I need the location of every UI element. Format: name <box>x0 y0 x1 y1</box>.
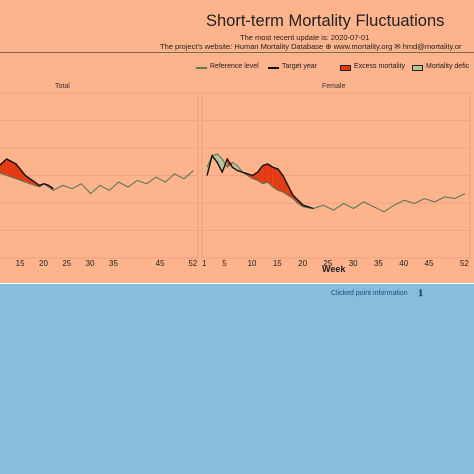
x-axis-label: Week <box>322 264 346 274</box>
x-tick-label: 35 <box>109 259 118 268</box>
excess-area <box>257 165 263 184</box>
mortality-chart[interactable] <box>0 0 474 283</box>
excess-area <box>262 163 268 184</box>
x-tick-label: 45 <box>155 259 165 268</box>
chart-area: Short-term Mortality Fluctuations The mo… <box>0 0 474 283</box>
legend-label-target: Target year <box>282 63 318 70</box>
x-tick-label: 20 <box>39 259 48 268</box>
legend-label-reference: Reference level <box>210 63 259 70</box>
reference-line <box>0 170 194 195</box>
deficit-fill-swatch <box>412 65 423 71</box>
x-tick-label: 20 <box>298 259 308 268</box>
excess-area <box>6 159 17 179</box>
excess-area <box>272 167 278 191</box>
x-tick-label: 1 <box>202 259 207 268</box>
page-title: Short-term Mortality Fluctuations <box>206 12 445 30</box>
target-line-swatch <box>268 67 279 69</box>
reference-line-swatch <box>196 67 207 69</box>
x-tick-label: 52 <box>459 259 469 268</box>
x-tick-label: 30 <box>85 259 95 268</box>
excess-area <box>252 172 258 181</box>
x-tick-label: 25 <box>323 259 333 268</box>
excess-fill-swatch <box>340 65 351 71</box>
deficit-area <box>222 159 228 173</box>
reference-line <box>206 153 466 213</box>
excess-area <box>282 175 288 196</box>
clicked-point-info: Clicked point information <box>331 290 408 297</box>
legend-label-excess: Excess mortality <box>354 63 405 70</box>
header-divider <box>0 52 474 53</box>
panel-label-total: Total <box>55 83 70 90</box>
excess-area <box>267 163 273 188</box>
deficit-area <box>217 154 223 173</box>
x-tick-label: 40 <box>399 259 409 268</box>
x-tick-label: 52 <box>188 259 198 268</box>
panel-label-female: Female <box>322 83 346 90</box>
excess-area <box>0 159 7 176</box>
x-tick-label: 15 <box>15 259 25 268</box>
legend-label-deficit: Mortality defic <box>426 63 470 70</box>
info-panel <box>0 284 474 474</box>
deficit-area <box>232 162 238 171</box>
target-line <box>0 158 54 190</box>
x-tick-label: 35 <box>373 259 383 268</box>
update-line: The most recent update is: 2020-07-01 <box>240 33 370 42</box>
info-icon[interactable]: ℹ <box>419 288 423 298</box>
x-tick-label: 15 <box>272 259 282 268</box>
x-tick-label: 30 <box>348 259 358 268</box>
target-line <box>206 154 314 210</box>
x-tick-label: 10 <box>247 259 257 268</box>
x-tick-label: 45 <box>424 259 434 268</box>
website-line[interactable]: The project's website: Human Mortality D… <box>160 42 462 51</box>
excess-area <box>16 163 26 183</box>
x-tick-label: 25 <box>62 259 72 268</box>
x-tick-label: 5 <box>222 259 227 268</box>
